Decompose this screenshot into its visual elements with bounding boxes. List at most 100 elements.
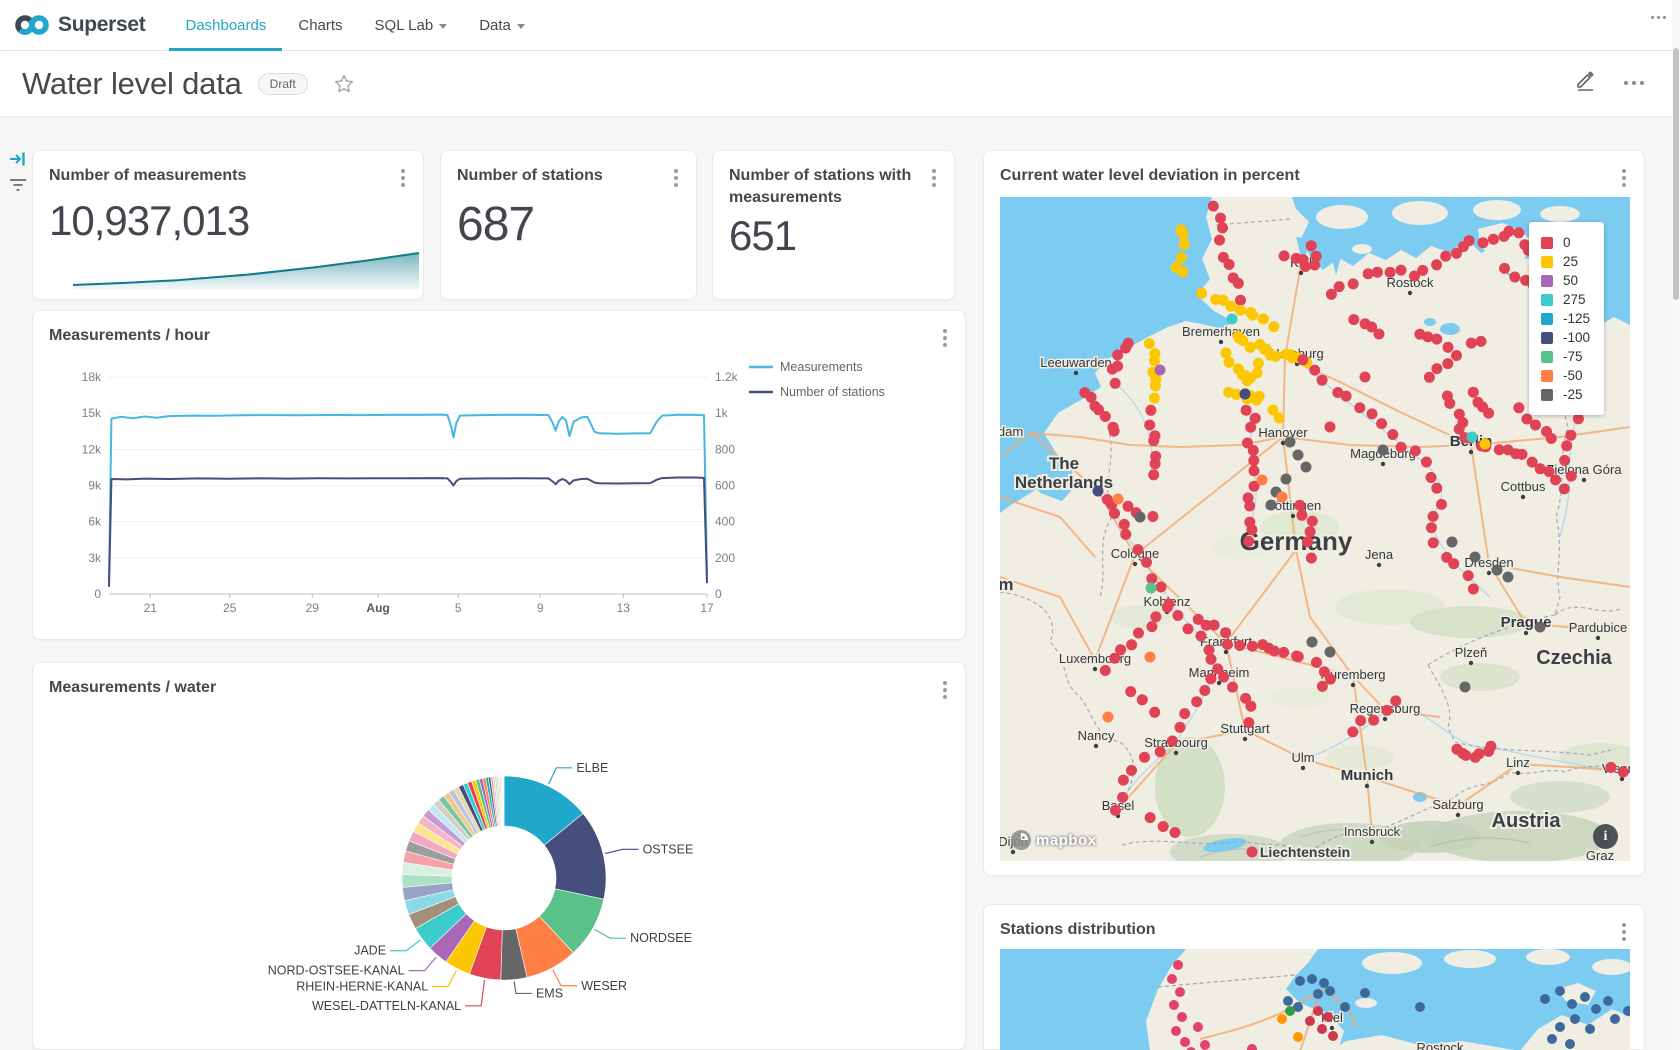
donut-slice-label: OSTSEE <box>643 842 694 856</box>
map-canvas[interactable]: LeeuwardenBremerhavenHamburgKielRostockA… <box>1000 197 1630 861</box>
station-dot <box>1248 480 1260 492</box>
station-dot <box>1106 363 1118 375</box>
station-dot <box>1479 438 1491 450</box>
chart-more-options-button[interactable] <box>939 677 951 703</box>
station-dot <box>1246 846 1258 858</box>
legend-color-swatch <box>1540 350 1553 363</box>
map-legend-item[interactable]: -75 <box>1540 347 1590 366</box>
stations-map[interactable]: KielRostock <box>1000 949 1630 1050</box>
page-scrollbar[interactable] <box>1672 0 1680 1050</box>
station-dot <box>1148 469 1160 481</box>
station-dot <box>1172 610 1184 621</box>
favorite-star-icon[interactable] <box>334 74 354 94</box>
legend-value-label: -100 <box>1562 330 1590 345</box>
station-dot <box>1567 999 1577 1009</box>
chart-title: Measurements / water <box>49 679 217 696</box>
chart-more-options-button[interactable] <box>928 165 940 191</box>
station-dot <box>1154 364 1166 376</box>
chart-more-options-button[interactable] <box>670 165 682 191</box>
map-legend-item[interactable]: -100 <box>1540 328 1590 347</box>
station-dot <box>1117 774 1129 786</box>
map-info-button[interactable]: i <box>1593 824 1618 849</box>
station-dot <box>1221 638 1233 650</box>
station-dot <box>1085 391 1097 403</box>
station-dot <box>1347 278 1359 290</box>
station-dot <box>1332 387 1344 398</box>
svg-text:600: 600 <box>715 479 735 493</box>
station-dot <box>1167 974 1177 984</box>
dashboard-more-options-button[interactable] <box>1622 75 1646 91</box>
chart-more-options-button[interactable] <box>1618 919 1630 945</box>
station-dot <box>1376 418 1388 430</box>
deviation-map[interactable]: LeeuwardenBremerhavenHamburgKielRostockA… <box>1000 197 1630 861</box>
station-dot <box>1440 250 1452 262</box>
station-dot <box>1366 321 1378 333</box>
svg-text:0: 0 <box>94 587 101 601</box>
station-dot <box>1161 601 1173 613</box>
donut-slice-label: NORDSEE <box>630 931 692 945</box>
station-dot <box>1384 266 1396 278</box>
map-city-label: Stuttgart <box>1220 721 1270 736</box>
station-dot <box>1328 1031 1338 1041</box>
donut-slice[interactable] <box>503 775 505 827</box>
mapbox-attribution[interactable]: mapbox <box>1010 829 1097 851</box>
station-dot <box>1265 499 1277 511</box>
map-canvas[interactable]: KielRostock <box>1000 949 1630 1050</box>
legend-item[interactable]: Measurements <box>749 360 863 374</box>
station-dot <box>1109 507 1120 519</box>
station-dot <box>1623 1006 1630 1016</box>
legend-item[interactable]: Number of stations <box>749 385 885 399</box>
map-legend-item[interactable]: 0 <box>1540 233 1590 252</box>
map-city-label: Munich <box>1341 767 1394 784</box>
map-legend-item[interactable]: 50 <box>1540 271 1590 290</box>
scrollbar-thumb[interactable] <box>1673 48 1679 300</box>
station-dot <box>1431 363 1443 375</box>
edit-dashboard-button[interactable] <box>1574 69 1596 96</box>
nav-item-sql-lab[interactable]: SQL Lab <box>374 0 449 51</box>
station-dot <box>1442 358 1454 370</box>
station-dot <box>1205 673 1217 685</box>
station-dot <box>1325 986 1335 996</box>
map-legend-item[interactable]: -25 <box>1540 385 1590 404</box>
map-legend-item[interactable]: 275 <box>1540 290 1590 309</box>
map-legend-item[interactable]: -125 <box>1540 309 1590 328</box>
station-dot <box>1387 429 1399 440</box>
station-dot <box>1179 708 1191 720</box>
map-legend: 0 25 50 275 -125 -100 -75 -50 -25 <box>1528 222 1604 415</box>
station-dot <box>1249 412 1261 424</box>
superset-logo[interactable]: Superset <box>14 13 146 37</box>
nav-item-dashboards[interactable]: Dashboards <box>169 0 283 51</box>
svg-text:Aug: Aug <box>366 601 389 615</box>
station-dot <box>1570 1014 1580 1024</box>
expand-filter-bar-button[interactable] <box>8 149 28 174</box>
map-legend-item[interactable]: 25 <box>1540 252 1590 271</box>
chart-more-options-button[interactable] <box>397 165 409 191</box>
station-dot <box>1580 992 1590 1002</box>
nav-item-label: Dashboards <box>185 16 267 34</box>
station-dot <box>1305 552 1317 564</box>
station-dot <box>1295 976 1305 986</box>
filter-icon-button[interactable] <box>8 177 28 198</box>
donut-slice-label: WESEL-DATTELN-KANAL <box>312 999 461 1013</box>
nav-item-charts[interactable]: Charts <box>297 0 343 51</box>
station-dot <box>1348 314 1360 326</box>
chart-title: Measurements / hour <box>49 327 210 344</box>
nav-overflow-button[interactable] <box>1651 16 1666 19</box>
station-dot <box>1347 726 1359 738</box>
station-dot <box>1603 996 1613 1006</box>
nav-item-data[interactable]: Data <box>478 0 526 51</box>
top-navbar: Superset Dashboards Charts SQL Lab Data <box>0 0 1680 51</box>
station-dot <box>1585 1024 1595 1034</box>
station-dot <box>1253 390 1265 402</box>
station-dot <box>1296 509 1308 521</box>
station-dot <box>1144 419 1156 431</box>
station-dot <box>1125 686 1137 698</box>
map-legend-item[interactable]: -50 <box>1540 366 1590 385</box>
station-dot <box>1192 613 1204 625</box>
chart-more-options-button[interactable] <box>939 325 951 351</box>
chart-more-options-button[interactable] <box>1618 165 1630 191</box>
station-dot <box>1248 465 1260 477</box>
donut-slice-label: EMS <box>536 986 563 1000</box>
station-dot <box>1178 239 1190 250</box>
station-dot <box>1175 987 1185 997</box>
